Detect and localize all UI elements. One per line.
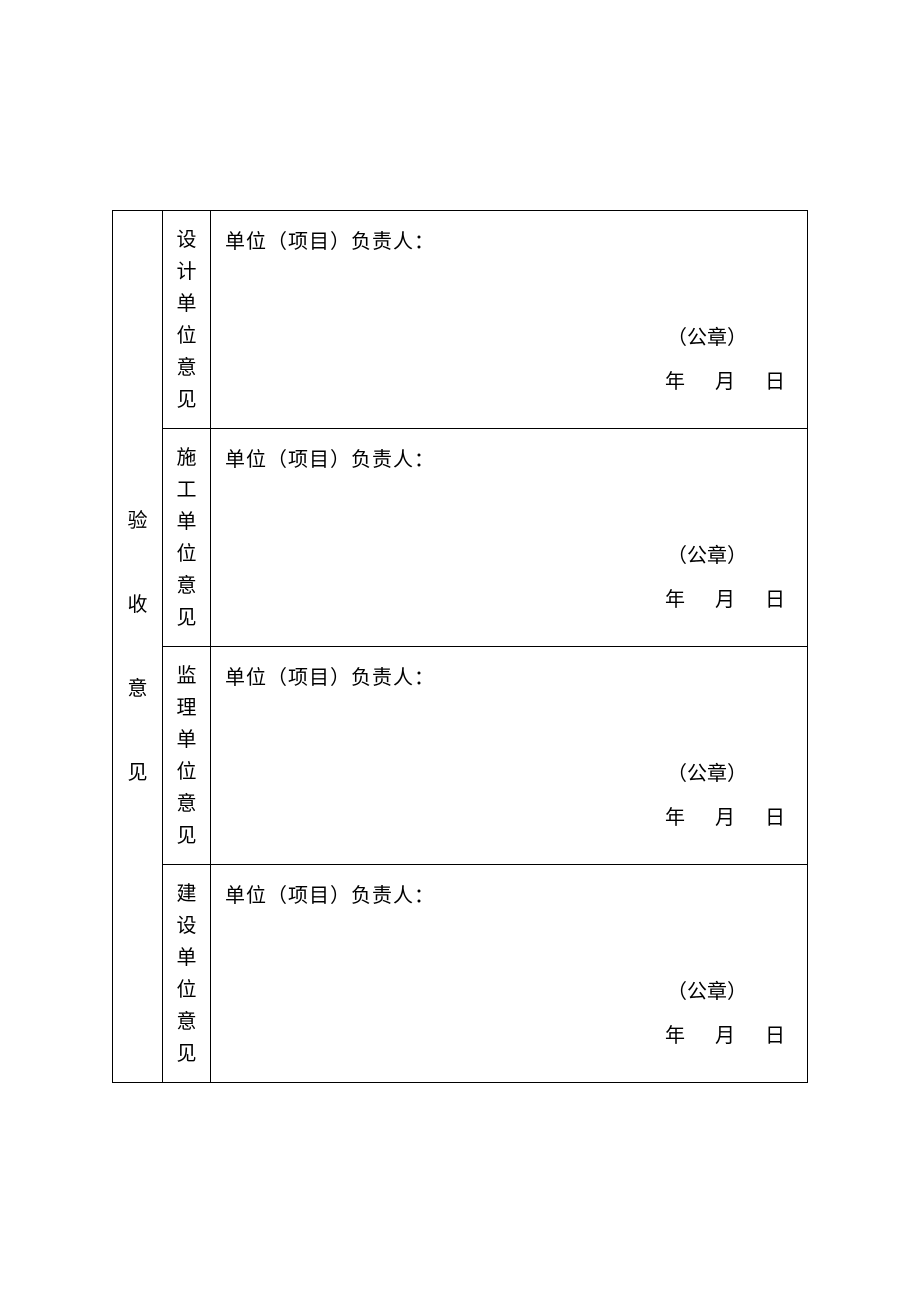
sub-label-text: 建设单位意见 [163,878,210,1070]
responsible-person-label: 单位（项目）负责人： [225,225,789,254]
date-line: 年 月 日 [665,796,787,840]
sub-label-text: 监理单位意见 [163,660,210,852]
sub-label-cell: 监理单位意见 [163,647,211,865]
seal-label: （公章） [665,316,787,360]
date-year: 年 [665,371,687,393]
sub-label-text: 设计单位意见 [163,224,210,416]
content-cell: 单位（项目）负责人： （公章） 年 月 日 [211,429,808,647]
date-day: 日 [765,807,787,829]
date-month: 月 [715,807,737,829]
table-row: 施工单位意见 单位（项目）负责人： （公章） 年 月 日 [113,429,808,647]
table-row: 建设单位意见 单位（项目）负责人： （公章） 年 月 日 [113,865,808,1083]
date-day: 日 [765,371,787,393]
sub-label-text: 施工单位意见 [163,442,210,634]
date-year: 年 [665,589,687,611]
date-year: 年 [665,1025,687,1047]
sub-label-cell: 设计单位意见 [163,211,211,429]
signature-block: （公章） 年 月 日 [665,534,787,622]
responsible-person-label: 单位（项目）负责人： [225,443,789,472]
sub-label-cell: 建设单位意见 [163,865,211,1083]
table-row: 验收意见 设计单位意见 单位（项目）负责人： （公章） 年 月 日 [113,211,808,429]
signature-block: （公章） 年 月 日 [665,752,787,840]
acceptance-opinion-table: 验收意见 设计单位意见 单位（项目）负责人： （公章） 年 月 日 [112,210,808,1083]
date-line: 年 月 日 [665,360,787,404]
date-day: 日 [765,589,787,611]
date-month: 月 [715,1025,737,1047]
signature-block: （公章） 年 月 日 [665,970,787,1058]
responsible-person-label: 单位（项目）负责人： [225,879,789,908]
table-row: 监理单位意见 单位（项目）负责人： （公章） 年 月 日 [113,647,808,865]
main-label-text: 验收意见 [113,479,162,815]
responsible-person-label: 单位（项目）负责人： [225,661,789,690]
table-body: 验收意见 设计单位意见 单位（项目）负责人： （公章） 年 月 日 [113,211,808,1083]
sub-label-cell: 施工单位意见 [163,429,211,647]
date-month: 月 [715,589,737,611]
content-cell: 单位（项目）负责人： （公章） 年 月 日 [211,211,808,429]
date-day: 日 [765,1025,787,1047]
content-cell: 单位（项目）负责人： （公章） 年 月 日 [211,647,808,865]
signature-block: （公章） 年 月 日 [665,316,787,404]
date-line: 年 月 日 [665,578,787,622]
date-year: 年 [665,807,687,829]
seal-label: （公章） [665,534,787,578]
date-month: 月 [715,371,737,393]
date-line: 年 月 日 [665,1014,787,1058]
main-label-cell: 验收意见 [113,211,163,1083]
seal-label: （公章） [665,752,787,796]
seal-label: （公章） [665,970,787,1014]
content-cell: 单位（项目）负责人： （公章） 年 月 日 [211,865,808,1083]
